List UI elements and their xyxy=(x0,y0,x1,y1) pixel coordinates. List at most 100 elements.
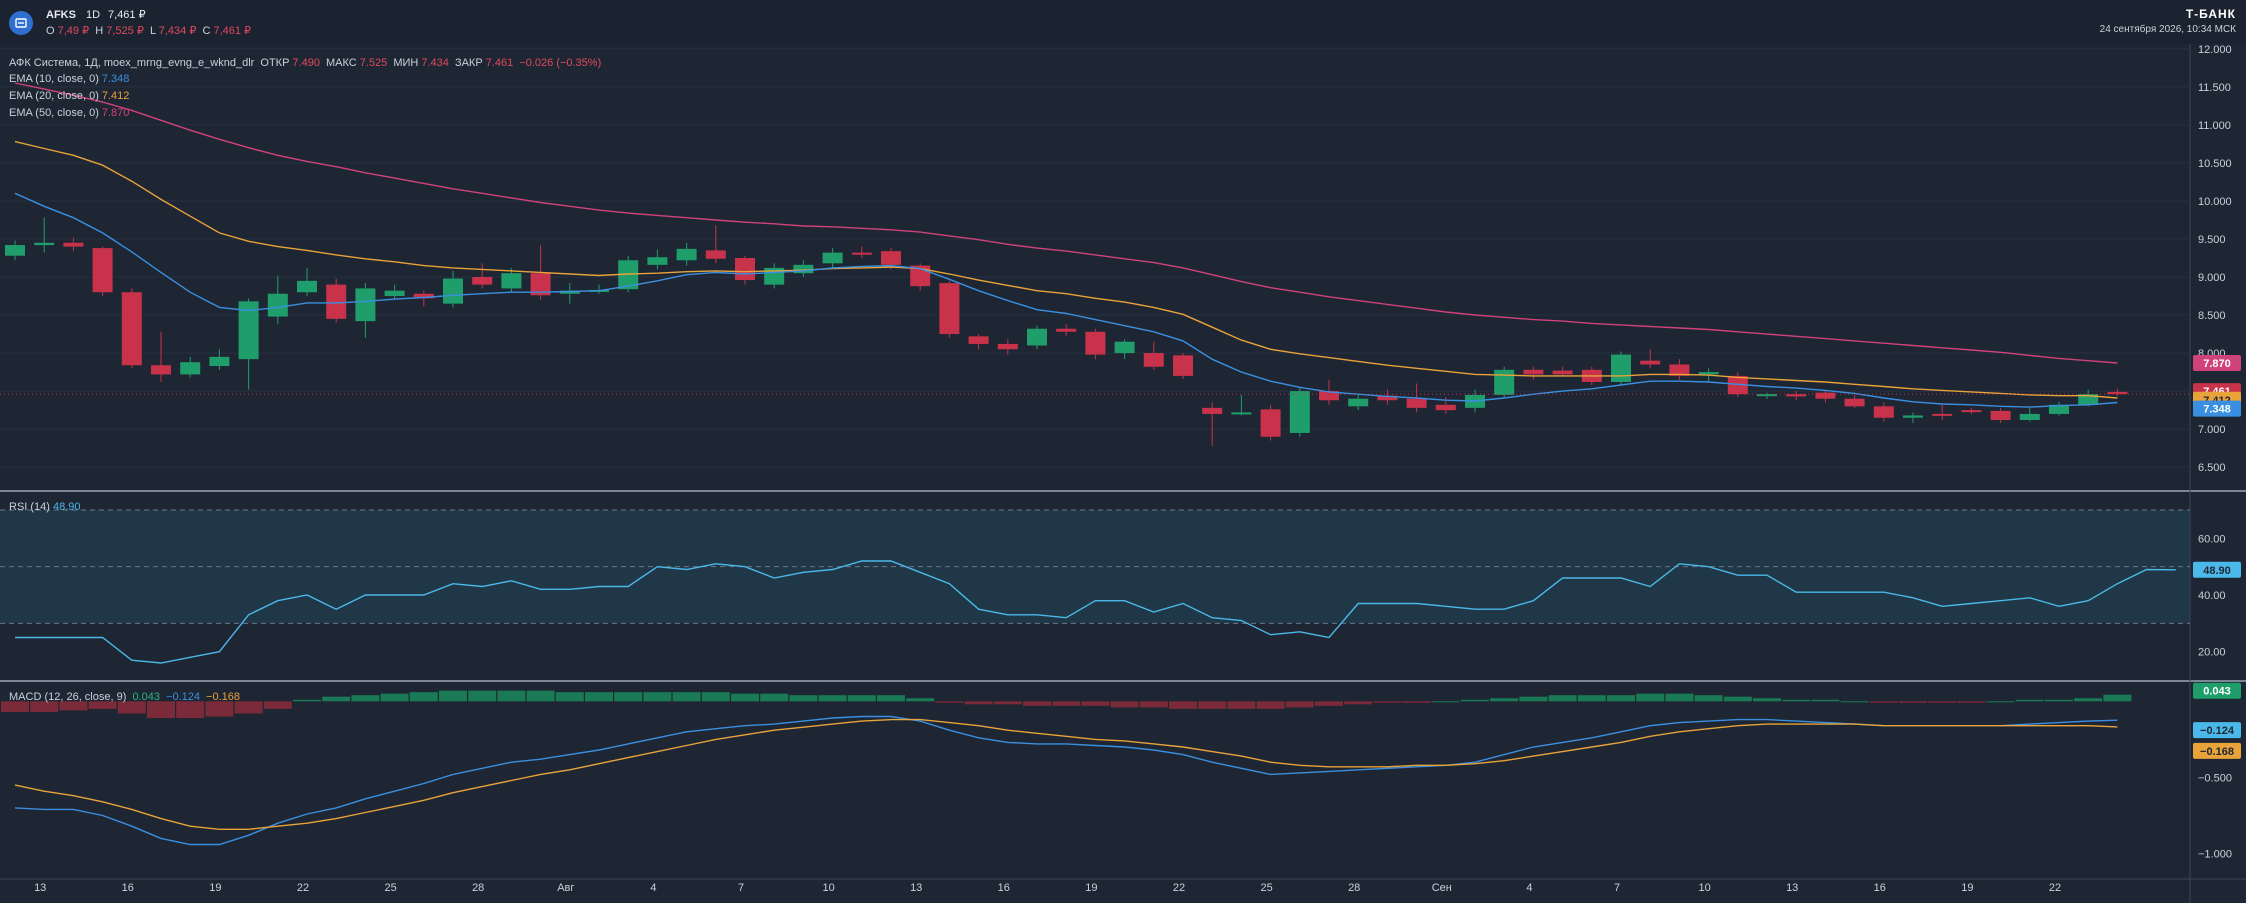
candle-body xyxy=(472,277,493,285)
macd-histogram-bar xyxy=(1869,701,1898,703)
time-tick-label: 4 xyxy=(1526,882,1532,894)
macd-histogram-bar xyxy=(1694,695,1723,702)
legend-open-label: ОТКР xyxy=(260,57,290,69)
macd-histogram-bar xyxy=(1840,701,1869,703)
macd-histogram-bar xyxy=(1402,701,1431,703)
candle-body xyxy=(2019,413,2040,421)
macd-histogram-bar xyxy=(1256,701,1285,709)
candle-body xyxy=(63,242,84,247)
ema10-price-tag-bg xyxy=(2193,400,2241,417)
candle-body xyxy=(2078,394,2099,405)
macd-histogram-bar xyxy=(1665,693,1694,702)
candle-body xyxy=(1552,370,1573,375)
legend-ema20[interactable]: EMA (20, close, 0) 7.412 xyxy=(9,90,132,102)
candle-body xyxy=(1435,404,1456,411)
macd-histogram-bar xyxy=(351,695,380,702)
macd-histogram-bar xyxy=(1636,693,1665,702)
ticker-symbol[interactable]: AFKS xyxy=(46,9,76,21)
candle-body xyxy=(1932,413,1953,416)
macd-histogram-bar xyxy=(789,695,818,702)
macd-histogram-bar xyxy=(1986,701,2015,703)
macd-histogram-bar xyxy=(1461,699,1489,702)
candle-body xyxy=(384,290,405,297)
macd-histogram-bar xyxy=(2015,699,2044,702)
legend-ema10[interactable]: EMA (10, close, 0) 7.348 xyxy=(9,73,132,85)
time-tick-label: 25 xyxy=(384,882,396,894)
rsi-tick-label: 60.00 xyxy=(2198,533,2226,545)
legend-ema50[interactable]: EMA (50, close, 0) 7.870 xyxy=(9,107,132,119)
candle-body xyxy=(1611,354,1631,382)
price-tick-label: 10.500 xyxy=(2198,158,2232,170)
price-tick-label: 11.000 xyxy=(2198,120,2231,132)
macd-histogram-bar xyxy=(1344,701,1373,705)
ema50-price-tag: 7.870 xyxy=(2203,358,2231,370)
macd-histogram-bar xyxy=(877,695,905,702)
c-value: 7,461 ₽ xyxy=(213,25,252,37)
macd-histogram-bar xyxy=(643,692,672,702)
macd-histogram-bar xyxy=(1490,698,1519,702)
candle-body xyxy=(1903,415,1923,418)
rsi-value: 48.90 xyxy=(52,501,81,513)
legend-rsi[interactable]: RSI (14) 48.90 xyxy=(9,501,84,513)
macd-histogram-bar xyxy=(439,690,467,702)
candle-body xyxy=(676,248,697,261)
candle-body xyxy=(151,365,171,375)
legend-low-label: МИН xyxy=(393,57,419,69)
macd-line xyxy=(14,715,2118,846)
chart-area[interactable]: 12.000 11.500 11.000 10.500 10.000 9.500 9.000… xyxy=(0,44,2246,903)
time-tick-label: 16 xyxy=(122,882,134,894)
candle-body xyxy=(822,252,843,264)
macd-histogram-bar xyxy=(1957,701,1986,703)
time-tick-label: 4 xyxy=(650,882,656,894)
time-tick-label: Авг xyxy=(557,882,574,894)
macd-hist-value: 0.043 xyxy=(132,691,160,703)
candle-body xyxy=(647,257,668,265)
macd-histogram-bar xyxy=(935,701,964,703)
candle-body xyxy=(530,273,551,296)
price-tick-label: 9.500 xyxy=(2198,234,2226,246)
macd-tick-label: −0.500 xyxy=(2198,772,2232,784)
candle-body xyxy=(1406,398,1427,408)
macd-line-tag: −0.124 xyxy=(2200,725,2235,737)
candle-body xyxy=(1961,410,1982,413)
macd-histogram-bar xyxy=(526,690,555,702)
macd-histogram-bar xyxy=(176,701,205,719)
price-tick-label: 9.000 xyxy=(2198,272,2226,284)
candle-body xyxy=(443,278,463,304)
candle-body xyxy=(92,248,113,293)
candle-body xyxy=(1786,394,1807,397)
time-tick-label: 28 xyxy=(472,882,484,894)
ema50-value: 7.870 xyxy=(101,107,130,119)
price-tick-label: 12.000 xyxy=(2198,44,2232,56)
macd-histogram-bar xyxy=(30,701,59,712)
interval[interactable]: 1D xyxy=(85,9,101,21)
macd-histogram-bar xyxy=(1023,701,1051,706)
candle-body xyxy=(1260,409,1281,437)
candle-body xyxy=(1494,369,1515,395)
macd-histogram-bar xyxy=(1548,695,1577,702)
time-tick-label: 19 xyxy=(1085,882,1097,894)
candle-body xyxy=(180,362,201,375)
rsi-price-tag-bg xyxy=(2193,561,2241,578)
legend-macd[interactable]: MACD (12, 26, close, 9) 0.043 −0.124 −0.… xyxy=(9,691,243,703)
candle-body xyxy=(1114,341,1135,354)
time-tick-label: 13 xyxy=(1786,882,1798,894)
time-tick-label: 13 xyxy=(34,882,46,894)
macd-histogram-bar xyxy=(731,693,759,702)
macd-histogram-bar xyxy=(1811,699,1840,702)
macd-histogram-bar xyxy=(964,701,993,705)
candle-body xyxy=(2107,391,2128,395)
l-label: L xyxy=(149,25,156,37)
macd-histogram-bar xyxy=(1,701,29,712)
candle-body xyxy=(1873,406,1894,418)
macd-tick-label: −1.000 xyxy=(2198,849,2232,861)
macd-histogram-bar xyxy=(1373,701,1402,703)
ticker-logo[interactable] xyxy=(9,11,33,35)
price-tick-label: 6.500 xyxy=(2198,462,2226,474)
macd-histogram-bar xyxy=(205,701,234,717)
ema10-line xyxy=(14,192,2118,408)
candle-body xyxy=(851,252,872,255)
macd-histogram-bar xyxy=(1169,701,1197,709)
candle-body xyxy=(2049,404,2069,414)
legend-open: 7.490 xyxy=(292,57,320,69)
